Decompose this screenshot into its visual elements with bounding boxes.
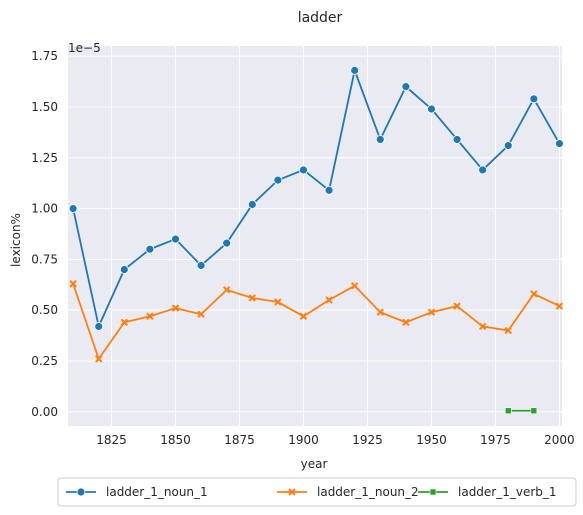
data-point (325, 296, 333, 304)
data-point (478, 165, 488, 175)
series-ladder_1_noun_1 (68, 65, 564, 331)
y-axis-ticks: 0.00 0.25 0.50 0.75 1.00 1.25 1.50 1.75 (31, 49, 58, 419)
y-tick-label: 0.50 (31, 303, 58, 317)
data-point (146, 312, 154, 320)
y-tick-label: 1.25 (31, 151, 58, 165)
data-point (504, 407, 512, 415)
x-tick-label: 2000 (544, 433, 575, 447)
y-tick-label: 1.50 (31, 100, 58, 114)
data-point (402, 318, 410, 327)
data-point (504, 326, 512, 335)
data-point (555, 139, 564, 148)
legend: ladder_1_noun_1 ladder_1_noun_2 ladder_1_v… (57, 477, 577, 507)
data-point (197, 310, 205, 318)
y-tick-label: 0.25 (31, 354, 58, 368)
data-point (350, 282, 359, 290)
data-point (69, 280, 77, 288)
x-tick-label: 1850 (160, 433, 191, 447)
x-tick-label: 1900 (288, 433, 319, 447)
y-tick-label: 0.75 (31, 252, 58, 266)
data-point (478, 322, 487, 331)
data-point (429, 488, 437, 496)
chart-title: ladder (298, 10, 343, 26)
data-point (427, 308, 436, 316)
x-tick-label: 1975 (480, 433, 511, 447)
data-point (299, 312, 308, 320)
data-point (247, 200, 257, 209)
x-tick-label: 1925 (352, 433, 383, 447)
series-ladder_1_verb_1 (504, 407, 538, 415)
data-point (68, 204, 78, 213)
series-line (72, 67, 561, 330)
legend-label: ladder_1_noun_2 (317, 485, 419, 499)
data-point (529, 94, 539, 104)
data-point (503, 141, 513, 150)
data-point (145, 244, 155, 254)
data-point (555, 302, 564, 310)
data-point (196, 261, 206, 270)
legend-box (57, 477, 577, 507)
y-axis-label: lexicon% (9, 213, 23, 267)
data-point (288, 488, 296, 496)
data-point (401, 82, 411, 92)
x-tick-label: 1875 (224, 433, 255, 447)
data-point (530, 407, 538, 415)
data-point (222, 286, 231, 294)
x-axis-label: year (301, 457, 328, 471)
x-tick-label: 1825 (96, 433, 127, 447)
data-point (350, 65, 360, 75)
series-layer (68, 65, 564, 415)
data-point (95, 355, 103, 363)
data-point (171, 304, 180, 312)
y-tick-label: 1.00 (31, 202, 58, 216)
y-tick-label: 0.00 (31, 405, 58, 419)
data-point (274, 298, 282, 306)
data-point (94, 322, 104, 331)
data-point (119, 265, 129, 274)
data-point (376, 308, 384, 316)
data-point (299, 165, 308, 175)
legend-entry: ladder_1_noun_1 (66, 485, 208, 499)
data-point (120, 318, 129, 327)
legend-label: ladder_1_verb_1 (458, 485, 557, 499)
data-point (452, 135, 462, 144)
data-point (324, 185, 334, 195)
data-point (222, 238, 232, 248)
legend-label: ladder_1_noun_1 (106, 485, 208, 499)
data-point (273, 175, 283, 185)
data-point (530, 290, 538, 298)
data-point (76, 487, 86, 497)
data-point (427, 104, 436, 114)
plot-area (68, 46, 562, 426)
data-point (248, 294, 256, 302)
legend-entry: ladder_1_noun_2 (277, 485, 419, 499)
data-point (171, 234, 180, 244)
legend-entry: ladder_1_verb_1 (418, 485, 557, 499)
x-tick-label: 1950 (416, 433, 447, 447)
series-ladder_1_noun_2 (69, 280, 564, 363)
x-axis-ticks: 1825 1850 1875 1900 1925 1950 1975 2000 (96, 433, 574, 447)
y-tick-label: 1.75 (31, 49, 58, 63)
y-gridlines (68, 55, 562, 413)
y-offset-label: 1e−5 (68, 41, 101, 55)
series-line (72, 283, 560, 361)
data-point (453, 302, 461, 310)
data-point (375, 135, 385, 144)
